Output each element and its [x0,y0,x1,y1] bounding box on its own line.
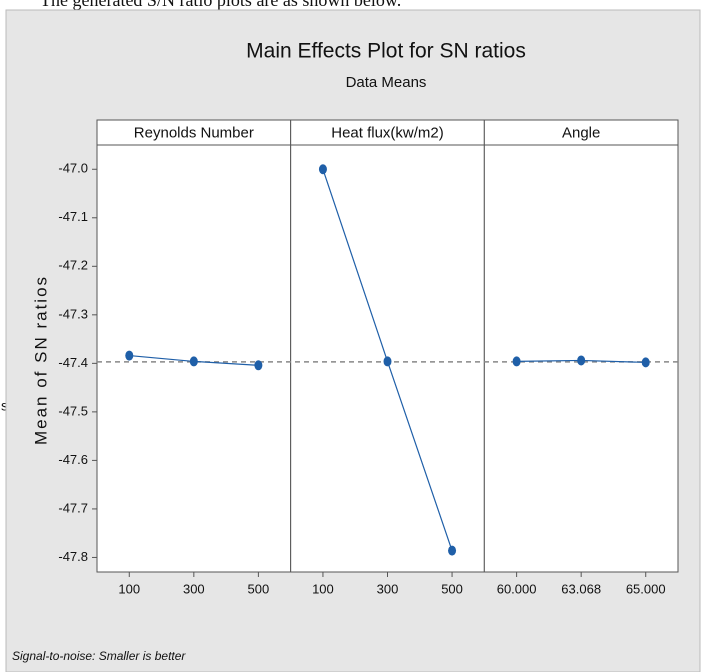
y-tick-label: -47.3 [58,306,88,321]
x-tick-label: 100 [118,581,140,596]
panel-title: Reynolds Number [134,124,254,141]
x-tick-label: 300 [377,581,399,596]
y-tick-label: -47.4 [58,355,88,370]
x-tick-label: 500 [248,581,270,596]
marker [189,356,198,367]
panel-title: Angle [562,124,600,141]
panel-header [96,119,292,146]
y-tick-label: -47.1 [58,209,88,224]
marker [125,350,134,361]
panel-title: Heat flux(kw/m2) [331,124,444,141]
y-axis-label: Mean of SN ratios [31,275,50,445]
x-tick-label: 500 [441,581,463,596]
y-tick-label: -47.7 [58,500,88,515]
footnote: Signal-to-noise: Smaller is better [12,649,186,663]
chart-title: Main Effects Plot for SN ratios [246,40,526,63]
y-tick-label: -47.5 [58,403,88,418]
y-tick-label: -47.6 [58,452,88,467]
x-tick-label: 65.000 [626,581,666,596]
side-fragment: s [1,398,8,414]
marker [577,355,586,366]
y-tick-label: -47.2 [58,258,88,273]
marker [448,545,457,556]
caption: The generated S/N ratio plots are as sho… [40,0,401,10]
marker [641,357,650,368]
chart-subtitle: Data Means [346,74,427,91]
marker [512,356,521,367]
side-doc [0,380,10,630]
y-tick-label: -47.8 [58,549,88,564]
marker [318,164,327,175]
x-tick-label: 60.000 [497,581,537,596]
marker [254,360,263,371]
x-tick-label: 300 [183,581,205,596]
x-tick-label: 63.068 [561,581,601,596]
y-tick-label: -47.0 [58,161,88,176]
x-tick-label: 100 [312,581,334,596]
marker [383,356,392,367]
